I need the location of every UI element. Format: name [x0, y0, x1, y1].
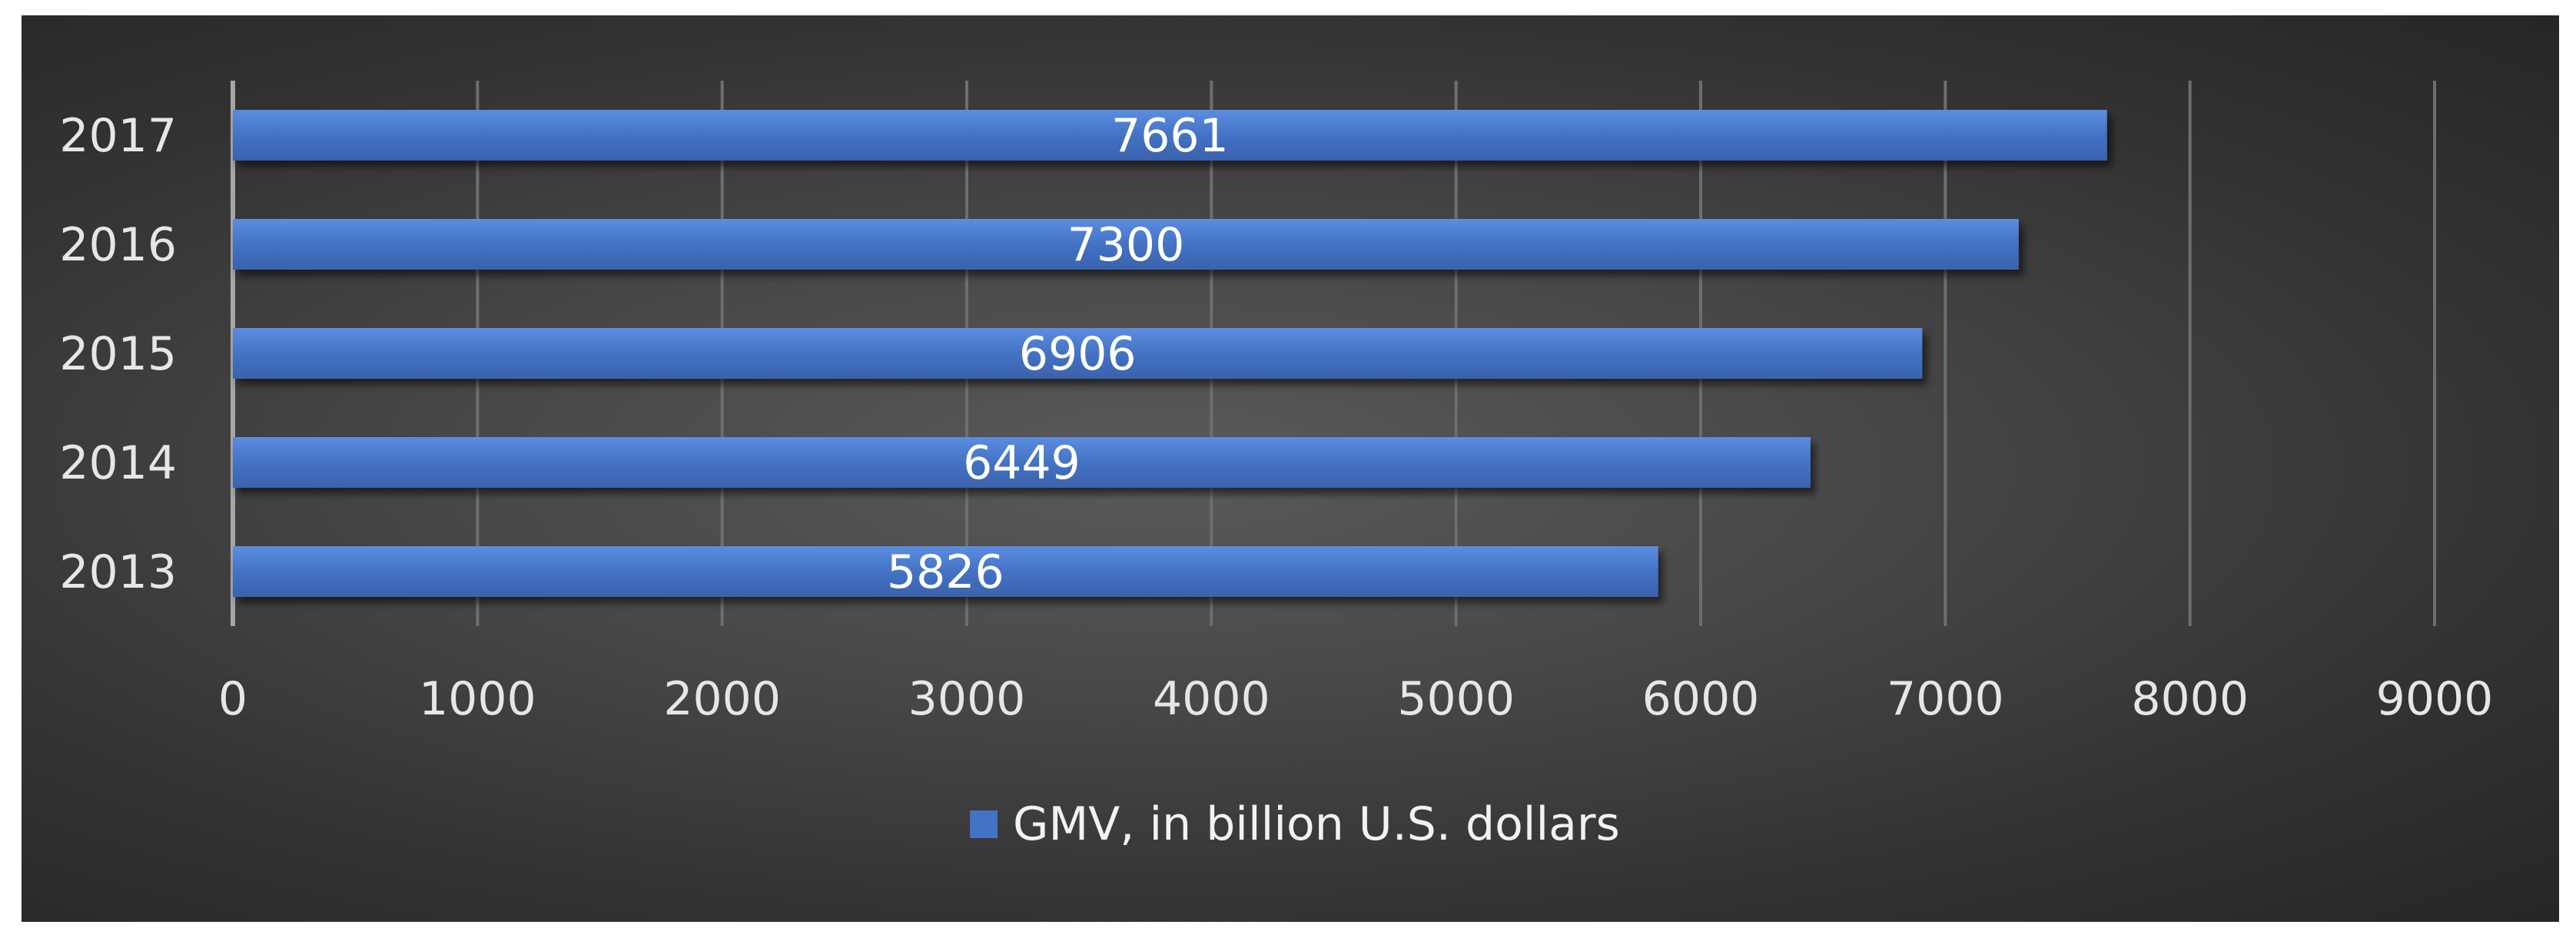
x-tick-label: 2000: [663, 672, 781, 726]
x-tick-label: 4000: [1153, 672, 1270, 726]
legend-swatch: [970, 810, 998, 838]
y-tick-label: 2016: [59, 218, 177, 272]
x-tick-label: 6000: [1642, 672, 1760, 726]
bar: [233, 110, 2107, 161]
y-tick-label: 2013: [59, 545, 177, 599]
bar: [233, 437, 1811, 488]
x-tick-label: 3000: [908, 672, 1026, 726]
bar: [233, 219, 2019, 270]
x-tick-label: 5000: [1397, 672, 1515, 726]
legend-label: GMV, in billion U.S. dollars: [1013, 797, 1620, 851]
y-tick-label: 2015: [59, 327, 177, 381]
x-tick-label: 7000: [1887, 672, 2004, 726]
x-tick-label: 0: [218, 672, 247, 726]
data-label: 5826: [887, 545, 1004, 599]
bars: 7661 7300 6906 6449 5826: [233, 109, 2107, 599]
legend: GMV, in billion U.S. dollars: [970, 797, 1620, 851]
y-tick-label: 2014: [59, 436, 177, 490]
data-label: 6906: [1019, 327, 1137, 381]
y-axis-labels: 2017 2016 2015 2014 2013: [59, 109, 177, 599]
x-axis-labels: 0 1000 2000 3000 4000 5000 6000 7000 8000 9000: [218, 672, 2493, 726]
data-label: 7300: [1067, 218, 1185, 272]
bar: [233, 328, 1923, 379]
y-tick-label: 2017: [59, 109, 177, 163]
data-label: 6449: [963, 436, 1081, 490]
x-tick-label: 1000: [419, 672, 536, 726]
x-tick-label: 9000: [2376, 672, 2494, 726]
bar: [233, 546, 1658, 597]
data-label: 7661: [1111, 109, 1229, 163]
x-tick-label: 8000: [2131, 672, 2249, 726]
